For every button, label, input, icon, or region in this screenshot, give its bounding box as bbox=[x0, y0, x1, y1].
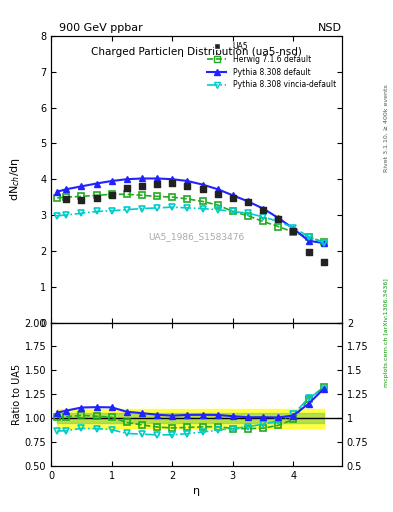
Text: UA5_1986_S1583476: UA5_1986_S1583476 bbox=[149, 232, 244, 241]
Point bbox=[63, 195, 70, 203]
Point bbox=[139, 182, 145, 190]
Point bbox=[290, 227, 297, 236]
Point bbox=[124, 184, 130, 192]
Point bbox=[154, 179, 160, 187]
Point bbox=[245, 198, 251, 206]
Point bbox=[184, 182, 191, 190]
Text: Charged Particleη Distribution (ua5-nsd): Charged Particleη Distribution (ua5-nsd) bbox=[91, 47, 302, 57]
Point bbox=[78, 196, 84, 204]
Y-axis label: Ratio to UA5: Ratio to UA5 bbox=[12, 364, 22, 425]
Text: Rivet 3.1.10, ≥ 400k events: Rivet 3.1.10, ≥ 400k events bbox=[384, 84, 389, 172]
Point bbox=[305, 247, 312, 255]
Point bbox=[321, 258, 327, 266]
Text: NSD: NSD bbox=[318, 23, 342, 33]
Point bbox=[275, 215, 281, 223]
Point bbox=[94, 194, 100, 202]
Text: mcplots.cern.ch [arXiv:1306.3436]: mcplots.cern.ch [arXiv:1306.3436] bbox=[384, 279, 389, 387]
Y-axis label: dN$_{ch}$/dη: dN$_{ch}$/dη bbox=[8, 157, 22, 201]
Text: 900 GeV ppbar: 900 GeV ppbar bbox=[59, 23, 143, 33]
X-axis label: η: η bbox=[193, 486, 200, 496]
Point bbox=[230, 194, 236, 202]
Point bbox=[108, 191, 115, 199]
Point bbox=[169, 179, 175, 187]
Legend: UA5, Herwig 7.1.6 default, Pythia 8.308 default, Pythia 8.308 vincia-default: UA5, Herwig 7.1.6 default, Pythia 8.308 … bbox=[205, 39, 338, 92]
Point bbox=[260, 205, 266, 214]
Point bbox=[199, 185, 206, 194]
Point bbox=[215, 189, 221, 198]
